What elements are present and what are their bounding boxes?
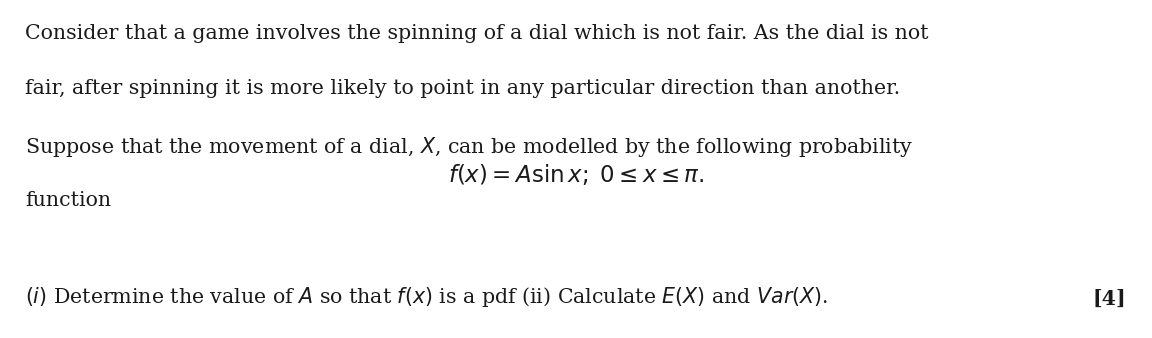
Text: [4]: [4]: [1093, 289, 1127, 309]
Text: Consider that a game involves the spinning of a dial which is not fair. As the d: Consider that a game involves the spinni…: [25, 24, 929, 43]
Text: $(i)$ Determine the value of $A$ so that $f(x)$ is a pdf (ii) Calculate $E(X)$ a: $(i)$ Determine the value of $A$ so that…: [25, 285, 828, 309]
Text: function: function: [25, 191, 112, 210]
Text: Suppose that the movement of a dial, $X$, can be modelled by the following proba: Suppose that the movement of a dial, $X$…: [25, 135, 914, 159]
Text: $f(x) = A \sin x;\; 0 \leq x \leq \pi.$: $f(x) = A \sin x;\; 0 \leq x \leq \pi.$: [448, 162, 704, 187]
Text: fair, after spinning it is more likely to point in any particular direction than: fair, after spinning it is more likely t…: [25, 79, 901, 98]
